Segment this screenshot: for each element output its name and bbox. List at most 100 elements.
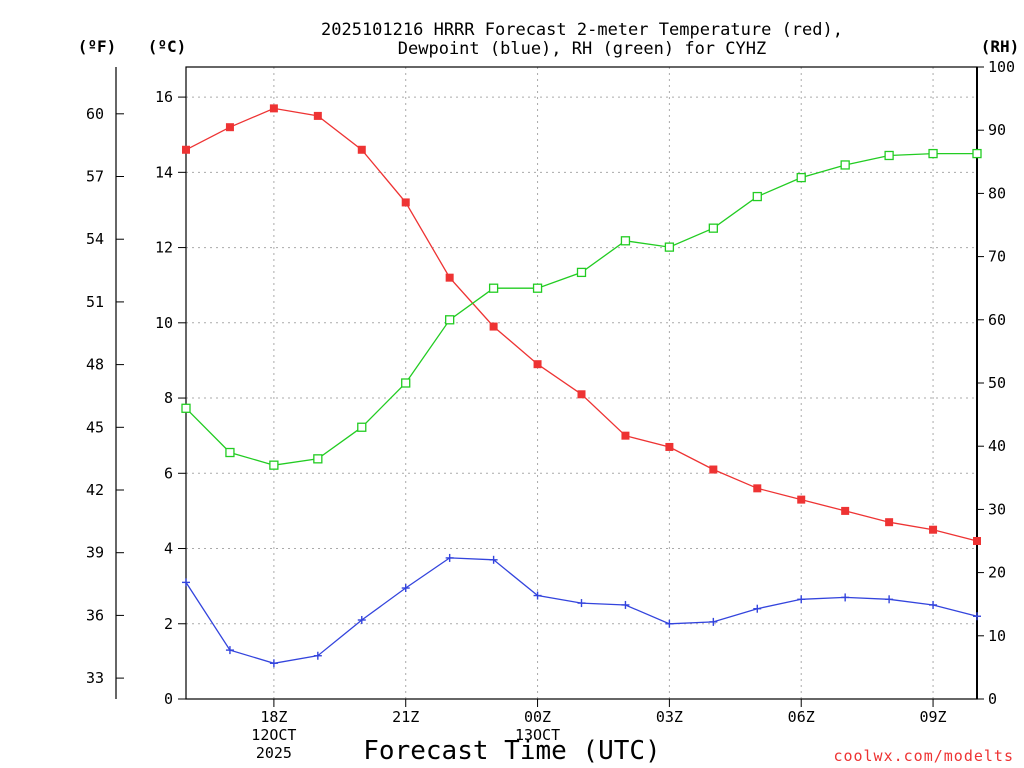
celsius-unit-label: (ºC)	[148, 37, 187, 56]
rh-point-23	[488, 283, 499, 293]
rh-point-33	[928, 148, 938, 159]
dewpoint-point-17	[225, 646, 234, 655]
fahrenheit-tick-label-39: 39	[86, 544, 104, 562]
series-dewpoint	[182, 553, 981, 668]
x-tick-label-27-0: 03Z	[656, 708, 683, 726]
x-tick-label-33-0: 09Z	[920, 708, 947, 726]
temperature-point-32	[885, 518, 894, 527]
series-line-rh	[185, 152, 977, 466]
fahrenheit-tick-label-54: 54	[86, 230, 104, 248]
dewpoint-point-24	[533, 591, 542, 600]
dewpoint-point-27	[665, 619, 674, 628]
dewpoint-point-23	[489, 555, 498, 564]
source-credit[interactable]: coolwx.com/modelts	[833, 747, 1014, 765]
temperature-point-24	[533, 360, 542, 369]
celsius-tick-label-6: 6	[164, 464, 173, 482]
fahrenheit-unit-label: (ºF)	[78, 37, 117, 56]
temperature-point-27	[665, 442, 674, 451]
rh-point-32	[884, 150, 894, 161]
dewpoint-point-32	[885, 595, 894, 604]
temperature-point-33	[929, 525, 938, 534]
rh-point-28	[708, 223, 718, 233]
dewpoint-point-21	[401, 584, 410, 593]
rh-point-27	[664, 242, 675, 252]
x-tick-label-24-1: 13OCT	[515, 726, 560, 744]
fahrenheit-tick-label-45: 45	[86, 418, 104, 436]
dewpoint-point-28	[709, 617, 718, 626]
dewpoint-point-22	[445, 553, 454, 562]
temperature-point-34	[973, 537, 981, 545]
fahrenheit-tick-label-42: 42	[86, 481, 104, 499]
temperature-point-21	[401, 198, 410, 207]
temperature-point-20	[357, 145, 366, 154]
rh-unit-label: (RH)	[981, 37, 1020, 56]
rh-tick-label-100: 100	[988, 58, 1015, 76]
fahrenheit-tick-label-48: 48	[86, 356, 104, 374]
data-series	[181, 104, 982, 668]
x-tick-label-18-2: 2025	[256, 744, 292, 762]
celsius-tick-label-10: 10	[155, 314, 173, 332]
rh-point-22	[445, 315, 455, 325]
temperature-point-22	[445, 273, 454, 282]
celsius-tick-label-0: 0	[164, 690, 173, 708]
rh-tick-label-50: 50	[988, 374, 1006, 392]
temperature-point-28	[709, 465, 718, 474]
rh-point-29	[752, 191, 762, 202]
dewpoint-point-29	[753, 604, 762, 613]
dewpoint-point-25	[577, 599, 586, 608]
celsius-tick-label-14: 14	[155, 163, 173, 181]
dewpoint-point-18	[269, 659, 278, 668]
celsius-tick-label-16: 16	[155, 88, 173, 106]
fahrenheit-tick-label-57: 57	[86, 168, 104, 186]
rh-point-26	[620, 236, 631, 246]
rh-point-30	[796, 172, 806, 183]
rh-tick-label-70: 70	[988, 248, 1006, 266]
series-temperature	[182, 104, 981, 545]
temperature-point-25	[577, 390, 586, 399]
x-tick-label-21-0: 21Z	[392, 708, 419, 726]
x-axis-label: Forecast Time (UTC)	[363, 736, 660, 766]
x-tick-label-18-0: 18Z	[260, 708, 287, 726]
dewpoint-point-19	[313, 651, 322, 660]
dewpoint-point-26	[621, 600, 630, 609]
rh-tick-label-20: 20	[988, 564, 1006, 582]
series-rh	[181, 148, 982, 470]
rh-tick-label-40: 40	[988, 437, 1006, 455]
series-line-temperature	[185, 107, 978, 542]
temperature-point-17	[225, 123, 234, 132]
rh-point-20	[357, 422, 367, 432]
celsius-tick-label-8: 8	[164, 389, 173, 407]
chart-title-line-2: Dewpoint (blue), RH (green) for CYHZ	[398, 39, 766, 59]
dewpoint-point-30	[797, 595, 806, 604]
rh-tick-label-0: 0	[988, 690, 997, 708]
x-tick-label-24-0: 00Z	[524, 708, 551, 726]
celsius-tick-label-12: 12	[155, 239, 173, 257]
celsius-tick-label-2: 2	[164, 615, 173, 633]
dewpoint-point-34	[973, 612, 981, 621]
rh-point-34	[972, 148, 982, 159]
dewpoint-point-16	[182, 578, 190, 587]
rh-tick-label-10: 10	[988, 627, 1006, 645]
rh-point-16	[181, 403, 191, 413]
temperature-point-30	[797, 495, 806, 504]
fahrenheit-tick-label-51: 51	[86, 293, 104, 311]
celsius-tick-label-4: 4	[164, 540, 173, 558]
x-tick-label-30-0: 06Z	[788, 708, 815, 726]
fahrenheit-tick-label-33: 33	[86, 669, 104, 687]
rh-point-24	[532, 283, 543, 293]
temperature-point-19	[313, 111, 322, 120]
series-line-dewpoint	[185, 557, 978, 664]
fahrenheit-tick-label-60: 60	[86, 105, 104, 123]
tick-labels: 0 2 4 6 8 10 12 14 16 33 36 39 42 45 48 51 54 57 60 0 10 20 30…	[86, 58, 1015, 762]
rh-point-25	[576, 267, 587, 278]
temperature-point-18	[269, 104, 278, 113]
x-tick-label-18-1: 12OCT	[251, 726, 296, 744]
chart-title-line-1: 2025101216 HRRR Forecast 2-meter Tempera…	[321, 20, 843, 40]
dewpoint-point-20	[357, 616, 366, 624]
rh-point-21	[401, 378, 411, 388]
rh-point-19	[313, 454, 323, 464]
fahrenheit-tick-label-36: 36	[86, 606, 104, 624]
temperature-point-29	[753, 484, 762, 493]
